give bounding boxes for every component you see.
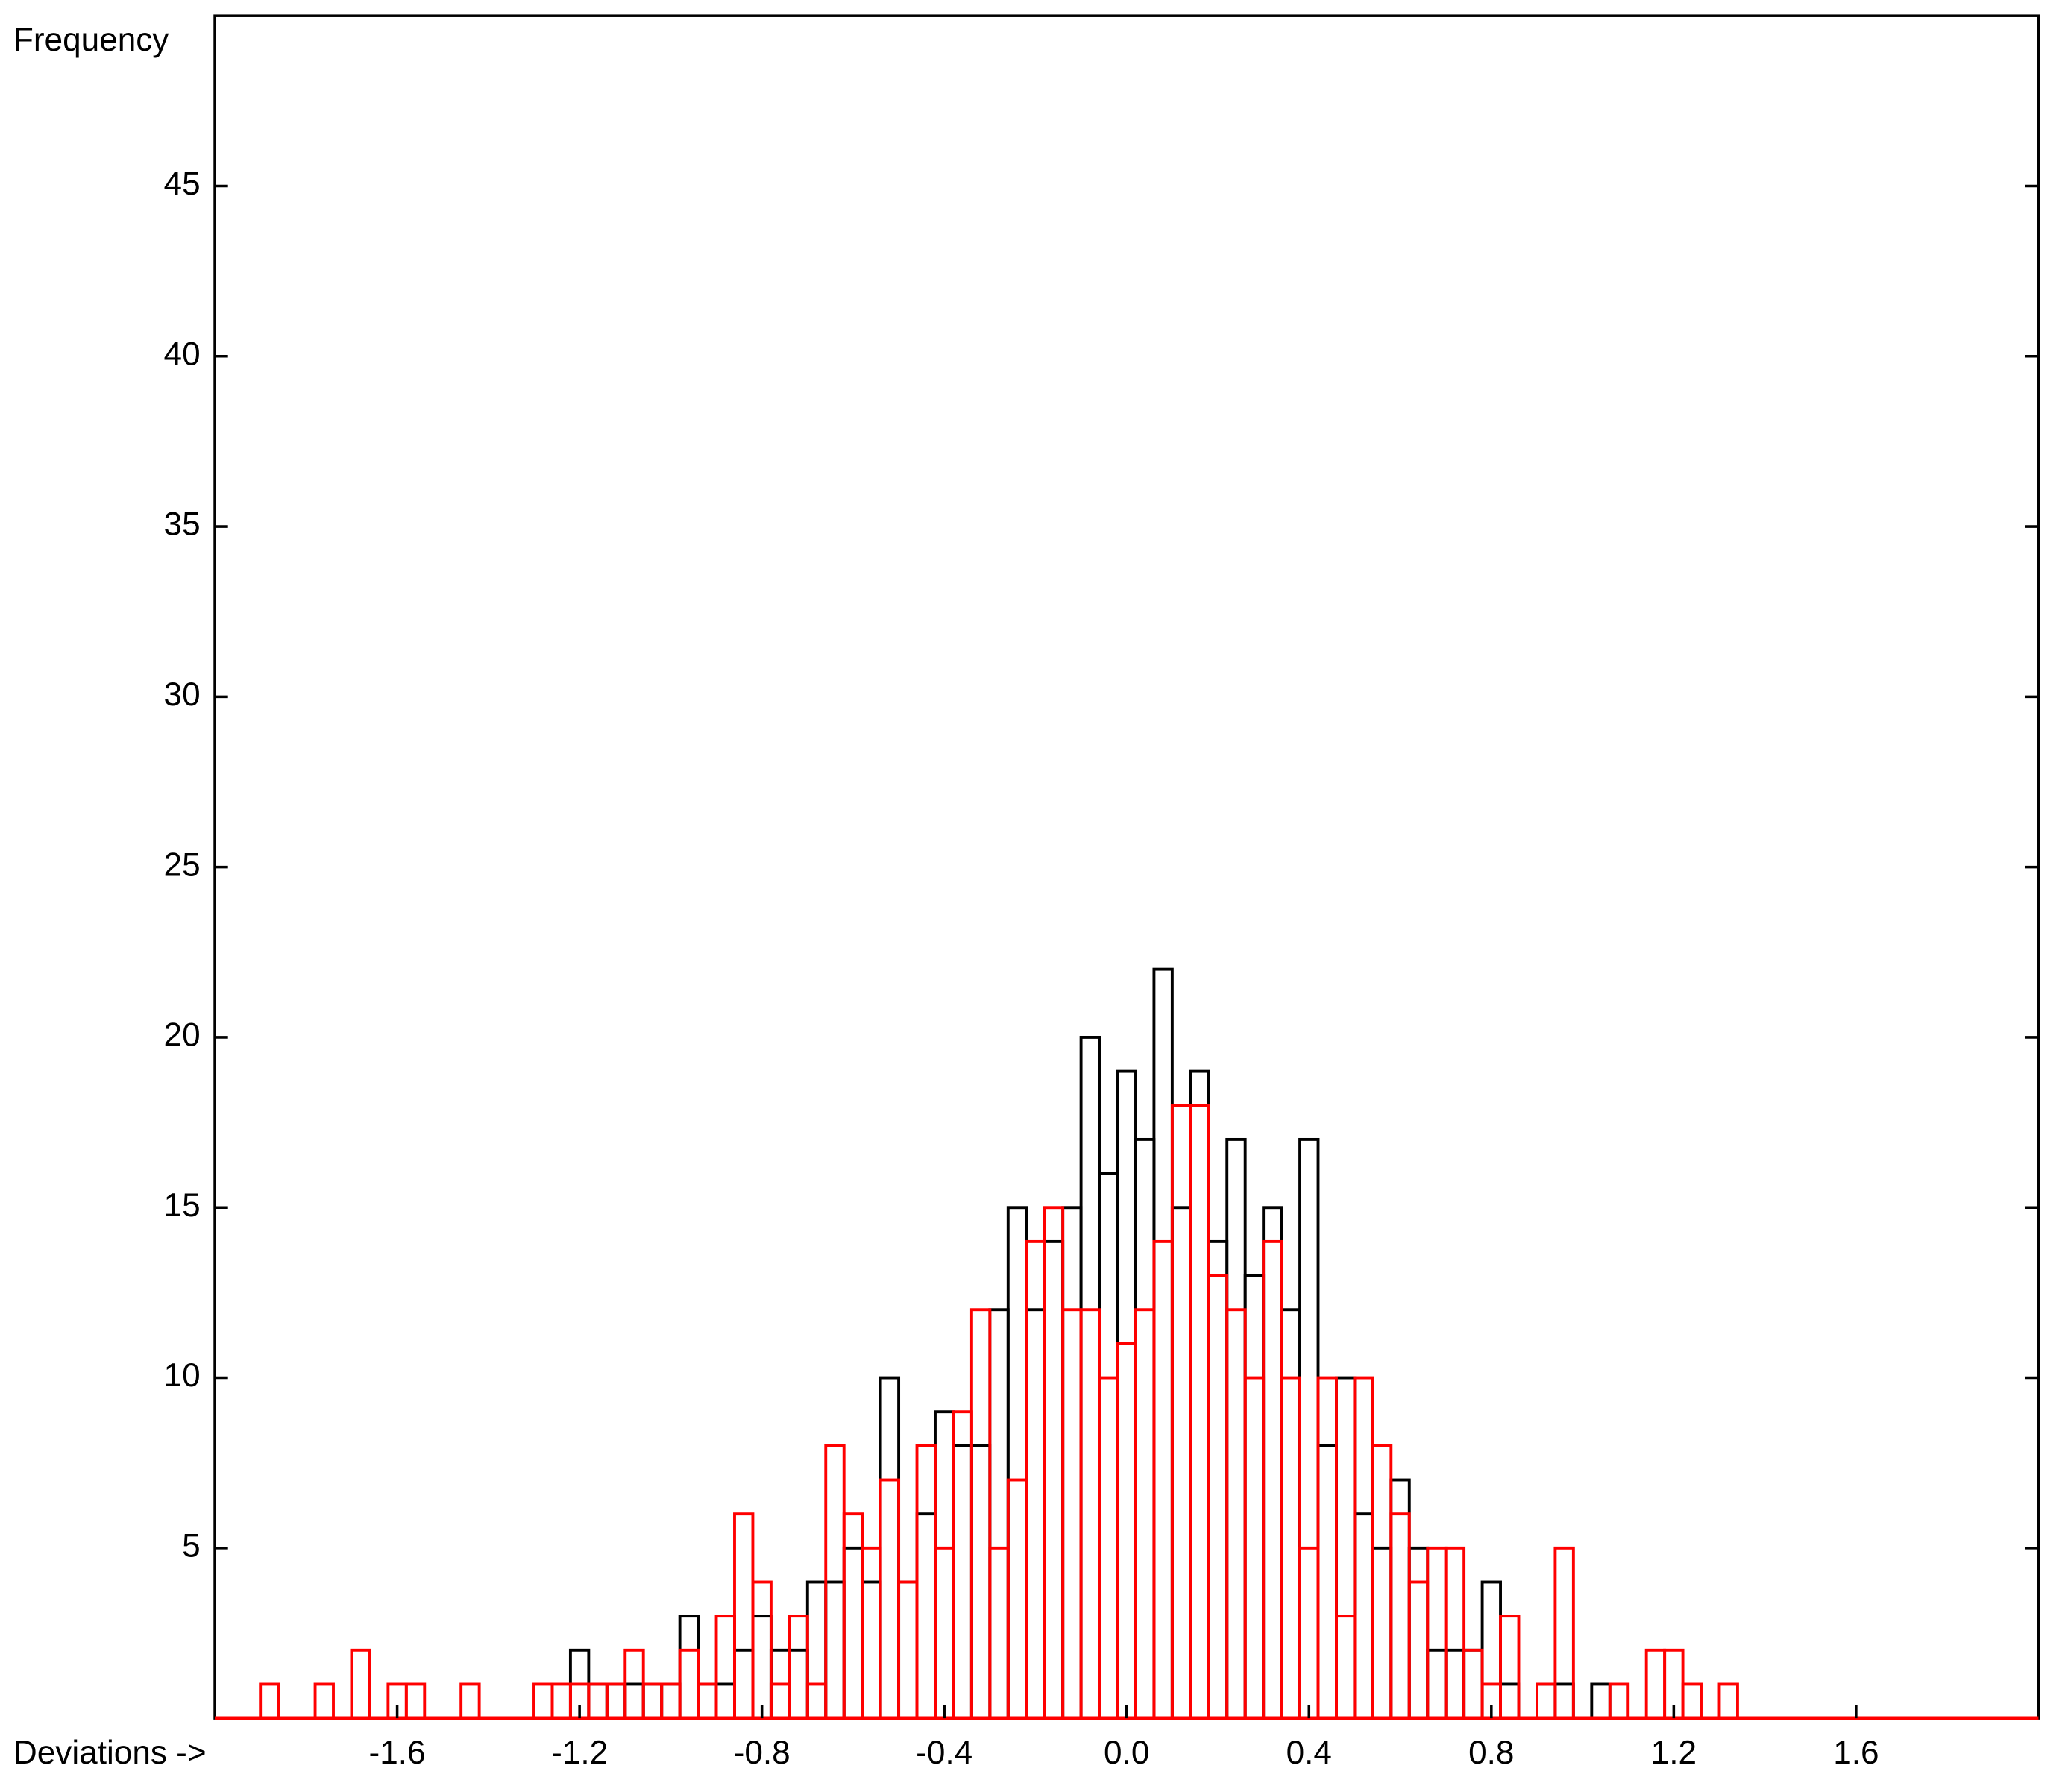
x-axis-label: Deviations -> bbox=[13, 1735, 207, 1771]
x-tick-label: 1.2 bbox=[1651, 1735, 1697, 1771]
x-tick-label: -0.4 bbox=[916, 1735, 972, 1771]
y-tick-label: 40 bbox=[164, 336, 201, 372]
x-tick-label: -0.8 bbox=[734, 1735, 791, 1771]
y-tick-label: 30 bbox=[164, 676, 201, 713]
x-tick-label: -1.2 bbox=[551, 1735, 608, 1771]
x-tick-label: 0.4 bbox=[1286, 1735, 1332, 1771]
y-tick-label: 45 bbox=[164, 166, 201, 202]
x-tick-label: 0.0 bbox=[1104, 1735, 1149, 1771]
y-tick-label: 5 bbox=[182, 1527, 201, 1564]
x-tick-label: 1.6 bbox=[1833, 1735, 1879, 1771]
x-tick-label: -1.6 bbox=[369, 1735, 426, 1771]
y-axis-label: Frequency bbox=[13, 22, 169, 58]
x-tick-label: 0.8 bbox=[1468, 1735, 1514, 1771]
y-tick-label: 10 bbox=[164, 1357, 201, 1394]
y-tick-label: 15 bbox=[164, 1187, 201, 1224]
y-tick-label: 20 bbox=[164, 1017, 201, 1054]
y-tick-label: 25 bbox=[164, 846, 201, 883]
y-tick-label: 35 bbox=[164, 506, 201, 543]
